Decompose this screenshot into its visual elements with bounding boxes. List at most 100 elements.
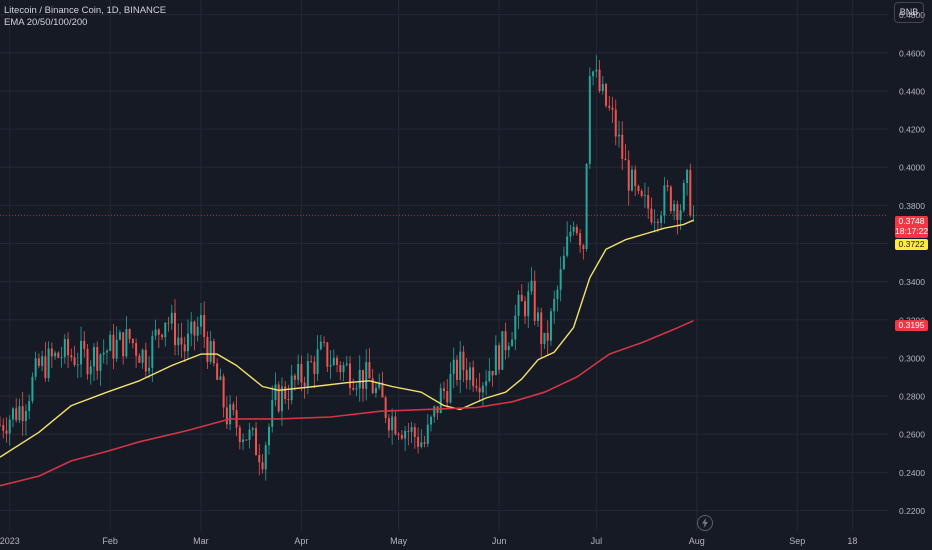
candle-down [579,229,582,253]
candle-down [387,414,390,438]
candle-up [41,350,44,372]
candle-up [109,330,112,352]
candle-down [131,338,134,349]
price-axis[interactable]: 0.48000.46000.44000.42000.40000.38000.36… [899,10,925,516]
candle-down [407,422,410,446]
candle-up [618,120,621,148]
candle-up [527,282,530,329]
candle-down [397,432,400,440]
candle-down [339,361,342,381]
y-tick-label: 0.2200 [899,506,925,516]
candle-up [404,426,407,452]
candle-down [67,332,70,368]
candle-down [203,301,206,348]
candle-down [277,381,280,414]
candle-up [24,404,27,436]
candle-down [478,372,481,402]
candle-down [144,342,147,378]
candle-up [164,322,167,347]
candle-down [293,373,296,391]
currency-button[interactable]: BNB [894,2,924,23]
candle-up [562,246,565,270]
candle-up [242,433,245,450]
indicator-legend[interactable]: EMA 20/50/100/200 [4,17,88,28]
candle-up [365,349,368,401]
candle-up [186,319,189,360]
candle-down [86,344,89,380]
candle-down [183,336,186,362]
candle-up [653,209,656,233]
lightning-icon[interactable] [697,515,713,531]
candle-down [326,341,329,373]
candle-up [569,224,572,243]
candle-up [692,205,695,223]
candle-up [28,394,31,420]
candle-down [676,200,679,235]
candle-up [686,168,689,196]
candle-up [391,408,394,445]
candle-down [614,99,617,146]
chart-grid [0,0,888,531]
candle-down [255,422,258,456]
candle-down [135,338,138,368]
candle-up [501,331,504,371]
candle-down [235,396,238,437]
candle-down [465,357,468,389]
candle-down [180,322,183,358]
candle-up [588,67,591,170]
ema-200-line [0,319,694,487]
candle-up [420,429,423,449]
candle-down [627,150,630,206]
candle-up [459,341,462,394]
candle-up [76,352,79,379]
candle-up [31,372,34,404]
candle-down [157,328,160,349]
candle-up [345,356,348,367]
y-tick-label: 0.2800 [899,392,925,402]
candle-up [11,407,14,428]
chart-title: Litecoin / Binance Coin, 1D, BINANCE [4,5,167,16]
candle-up [319,334,322,351]
candle-up [102,339,105,364]
candle-down [650,197,653,225]
candle-up [199,303,202,335]
candle-down [582,243,585,260]
candle-up [592,70,595,86]
last-price-tag: 0.3748 18:17:22 [895,216,928,238]
candle-up [141,348,144,369]
candle-up [8,415,11,446]
candle-up [177,323,180,356]
candle-up [60,346,63,368]
candle-up [80,326,83,378]
y-tick-label: 0.4600 [899,48,925,58]
candle-down [443,381,445,400]
candle-up [410,421,413,444]
candle-up [601,75,604,95]
y-tick-label: 0.3000 [899,353,925,363]
candle-up [543,332,546,349]
candle-up [585,162,588,252]
candle-down [323,336,326,347]
candlestick-series [0,55,695,481]
candle-down [222,373,225,418]
time-axis[interactable]: 2023 Feb Mar Apr May Jun Jul Aug Sep 18 [0,536,857,546]
candle-up [34,351,37,381]
candle-down [2,418,5,439]
candle-down [112,323,115,370]
x-tick-label: Mar [193,536,209,546]
candle-up [553,290,556,324]
candle-down [520,284,523,302]
candle-down [524,296,527,324]
candle-down [138,353,141,363]
candle-down [225,396,228,429]
candle-down [300,355,303,392]
x-tick-label: Aug [689,536,705,546]
y-tick-label: 0.4000 [899,163,925,173]
candle-up [342,361,345,382]
candle-down [5,417,8,443]
candle-up [316,335,319,381]
candle-up [329,350,332,380]
candle-up [99,353,102,386]
candle-up [556,285,559,312]
